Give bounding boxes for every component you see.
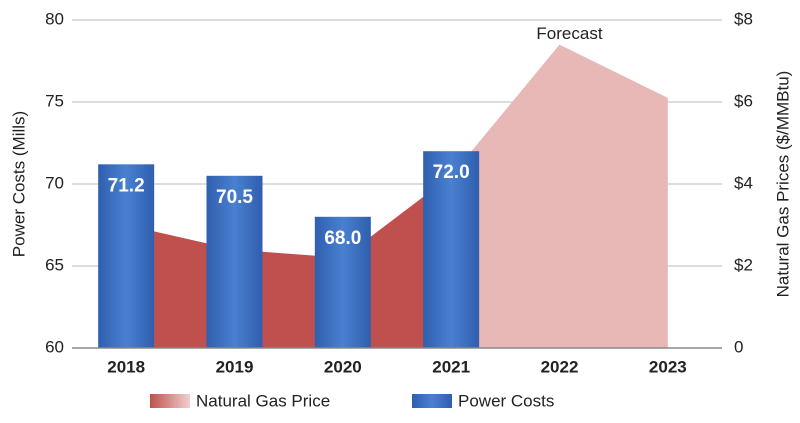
y2-tick-label: $8 <box>734 9 753 28</box>
bar <box>98 164 155 348</box>
bar-value-label: 70.5 <box>216 187 253 208</box>
y2-tick-label: $2 <box>734 255 753 274</box>
x-tick-label: 2022 <box>541 357 579 376</box>
x-tick-label: 2020 <box>324 357 362 376</box>
legend-swatch <box>150 394 190 408</box>
x-tick-label: 2021 <box>432 357 470 376</box>
bar <box>314 216 371 348</box>
x-tick-label: 2018 <box>107 357 145 376</box>
y2-tick-label: $6 <box>734 91 753 110</box>
y2-tick-label: 0 <box>734 337 743 356</box>
y-tick-label: 80 <box>45 9 64 28</box>
gas-price-area <box>126 175 452 348</box>
forecast-annotation: Forecast <box>536 24 602 43</box>
legend-label: Power Costs <box>458 391 554 410</box>
bar <box>206 175 263 348</box>
bar-value-label: 72.0 <box>433 162 470 183</box>
gas-price-forecast-area <box>451 44 668 348</box>
legend-label: Natural Gas Price <box>196 391 330 410</box>
x-tick-label: 2019 <box>216 357 254 376</box>
y-tick-label: 65 <box>45 255 64 274</box>
legend-swatch <box>412 394 452 408</box>
bar <box>423 151 480 348</box>
y-tick-label: 75 <box>45 91 64 110</box>
bar-value-label: 71.2 <box>108 175 145 196</box>
y-tick-label: 60 <box>45 337 64 356</box>
y2-axis-title: Natural Gas Prices ($/MMBtu) <box>773 71 792 298</box>
bar-value-label: 68.0 <box>324 228 361 249</box>
y-axis-title: Power Costs (Mills) <box>9 111 28 257</box>
y-tick-label: 70 <box>45 173 64 192</box>
x-tick-label: 2023 <box>649 357 687 376</box>
y2-tick-label: $4 <box>734 173 753 192</box>
